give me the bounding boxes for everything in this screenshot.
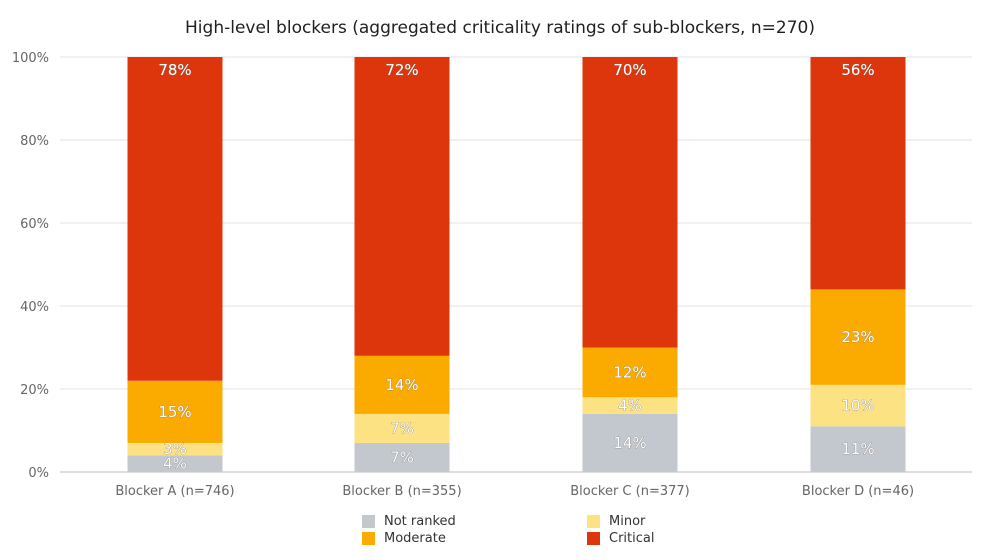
data-label-minor: 3% (163, 440, 187, 458)
y-tick-label: 60% (20, 217, 49, 232)
data-label-minor: 10% (841, 397, 874, 415)
y-tick-label: 0% (28, 466, 49, 481)
legend-swatch-minor (587, 515, 600, 528)
bar-segment-not-ranked (127, 455, 223, 472)
legend-label-moderate: Moderate (384, 531, 446, 546)
bar-segment-critical (354, 57, 450, 356)
y-tick-label: 80% (20, 134, 49, 149)
legend-item-minor: Minor (587, 514, 645, 529)
data-label-not-ranked: 4% (163, 455, 187, 473)
bar-segment-not-ranked (582, 413, 678, 472)
data-label-minor: 4% (618, 397, 642, 415)
data-label-not-ranked: 14% (613, 434, 646, 452)
bar-segment-not-ranked (810, 426, 906, 472)
y-tick-label: 20% (20, 383, 49, 398)
bar-segment-moderate (810, 289, 906, 385)
data-labels: 4%3%15%78%7%7%14%72%14%4%12%70%11%10%23%… (158, 61, 875, 473)
data-label-moderate: 14% (385, 376, 418, 394)
data-label-not-ranked: 7% (390, 448, 414, 466)
y-axis-ticks: 0% 20% 40% 60% 80% 100% (12, 51, 49, 481)
legend-swatch-critical (587, 532, 600, 545)
data-label-minor: 7% (390, 419, 414, 437)
data-label-critical: 56% (841, 61, 874, 79)
x-tick-label: Blocker C (n=377) (570, 484, 689, 499)
legend-label-critical: Critical (609, 531, 655, 546)
x-tick-label: Blocker B (n=355) (342, 484, 461, 499)
y-tick-label: 40% (20, 300, 49, 315)
x-tick-label: Blocker D (n=46) (802, 484, 914, 499)
data-label-not-ranked: 11% (841, 440, 874, 458)
data-label-critical: 78% (158, 61, 191, 79)
legend-swatch-not-ranked (362, 515, 375, 528)
data-label-moderate: 12% (613, 363, 646, 381)
y-tick-label: 100% (12, 51, 49, 66)
data-label-moderate: 23% (841, 328, 874, 346)
bar-segment-moderate (582, 347, 678, 398)
chart-title: High-level blockers (aggregated critical… (185, 18, 815, 38)
legend-swatch-moderate (362, 532, 375, 545)
bar-segment-moderate (354, 355, 450, 414)
data-label-moderate: 15% (158, 403, 191, 421)
x-axis-ticks: Blocker A (n=746) Blocker B (n=355) Blocke… (115, 484, 914, 499)
legend-label-not-ranked: Not ranked (384, 514, 456, 529)
legend-item-not-ranked: Not ranked (362, 514, 456, 529)
bars (127, 57, 906, 472)
bar-segment-critical (582, 57, 678, 348)
legend-item-critical: Critical (587, 531, 654, 546)
legend: Not ranked Minor Moderate Critical (362, 514, 662, 548)
data-label-critical: 70% (613, 61, 646, 79)
bar-segment-not-ranked (354, 442, 450, 472)
bar-segment-minor (582, 397, 678, 414)
x-tick-label: Blocker A (n=746) (115, 484, 234, 499)
bar-segment-critical (810, 57, 906, 290)
data-label-critical: 72% (385, 61, 418, 79)
legend-item-moderate: Moderate (362, 531, 446, 546)
bar-segment-critical (127, 57, 223, 381)
bar-segment-minor (354, 413, 450, 443)
bar-segment-moderate (127, 380, 223, 443)
bar-segment-minor (127, 442, 223, 456)
bar-segment-minor (810, 384, 906, 427)
legend-label-minor: Minor (609, 514, 646, 529)
